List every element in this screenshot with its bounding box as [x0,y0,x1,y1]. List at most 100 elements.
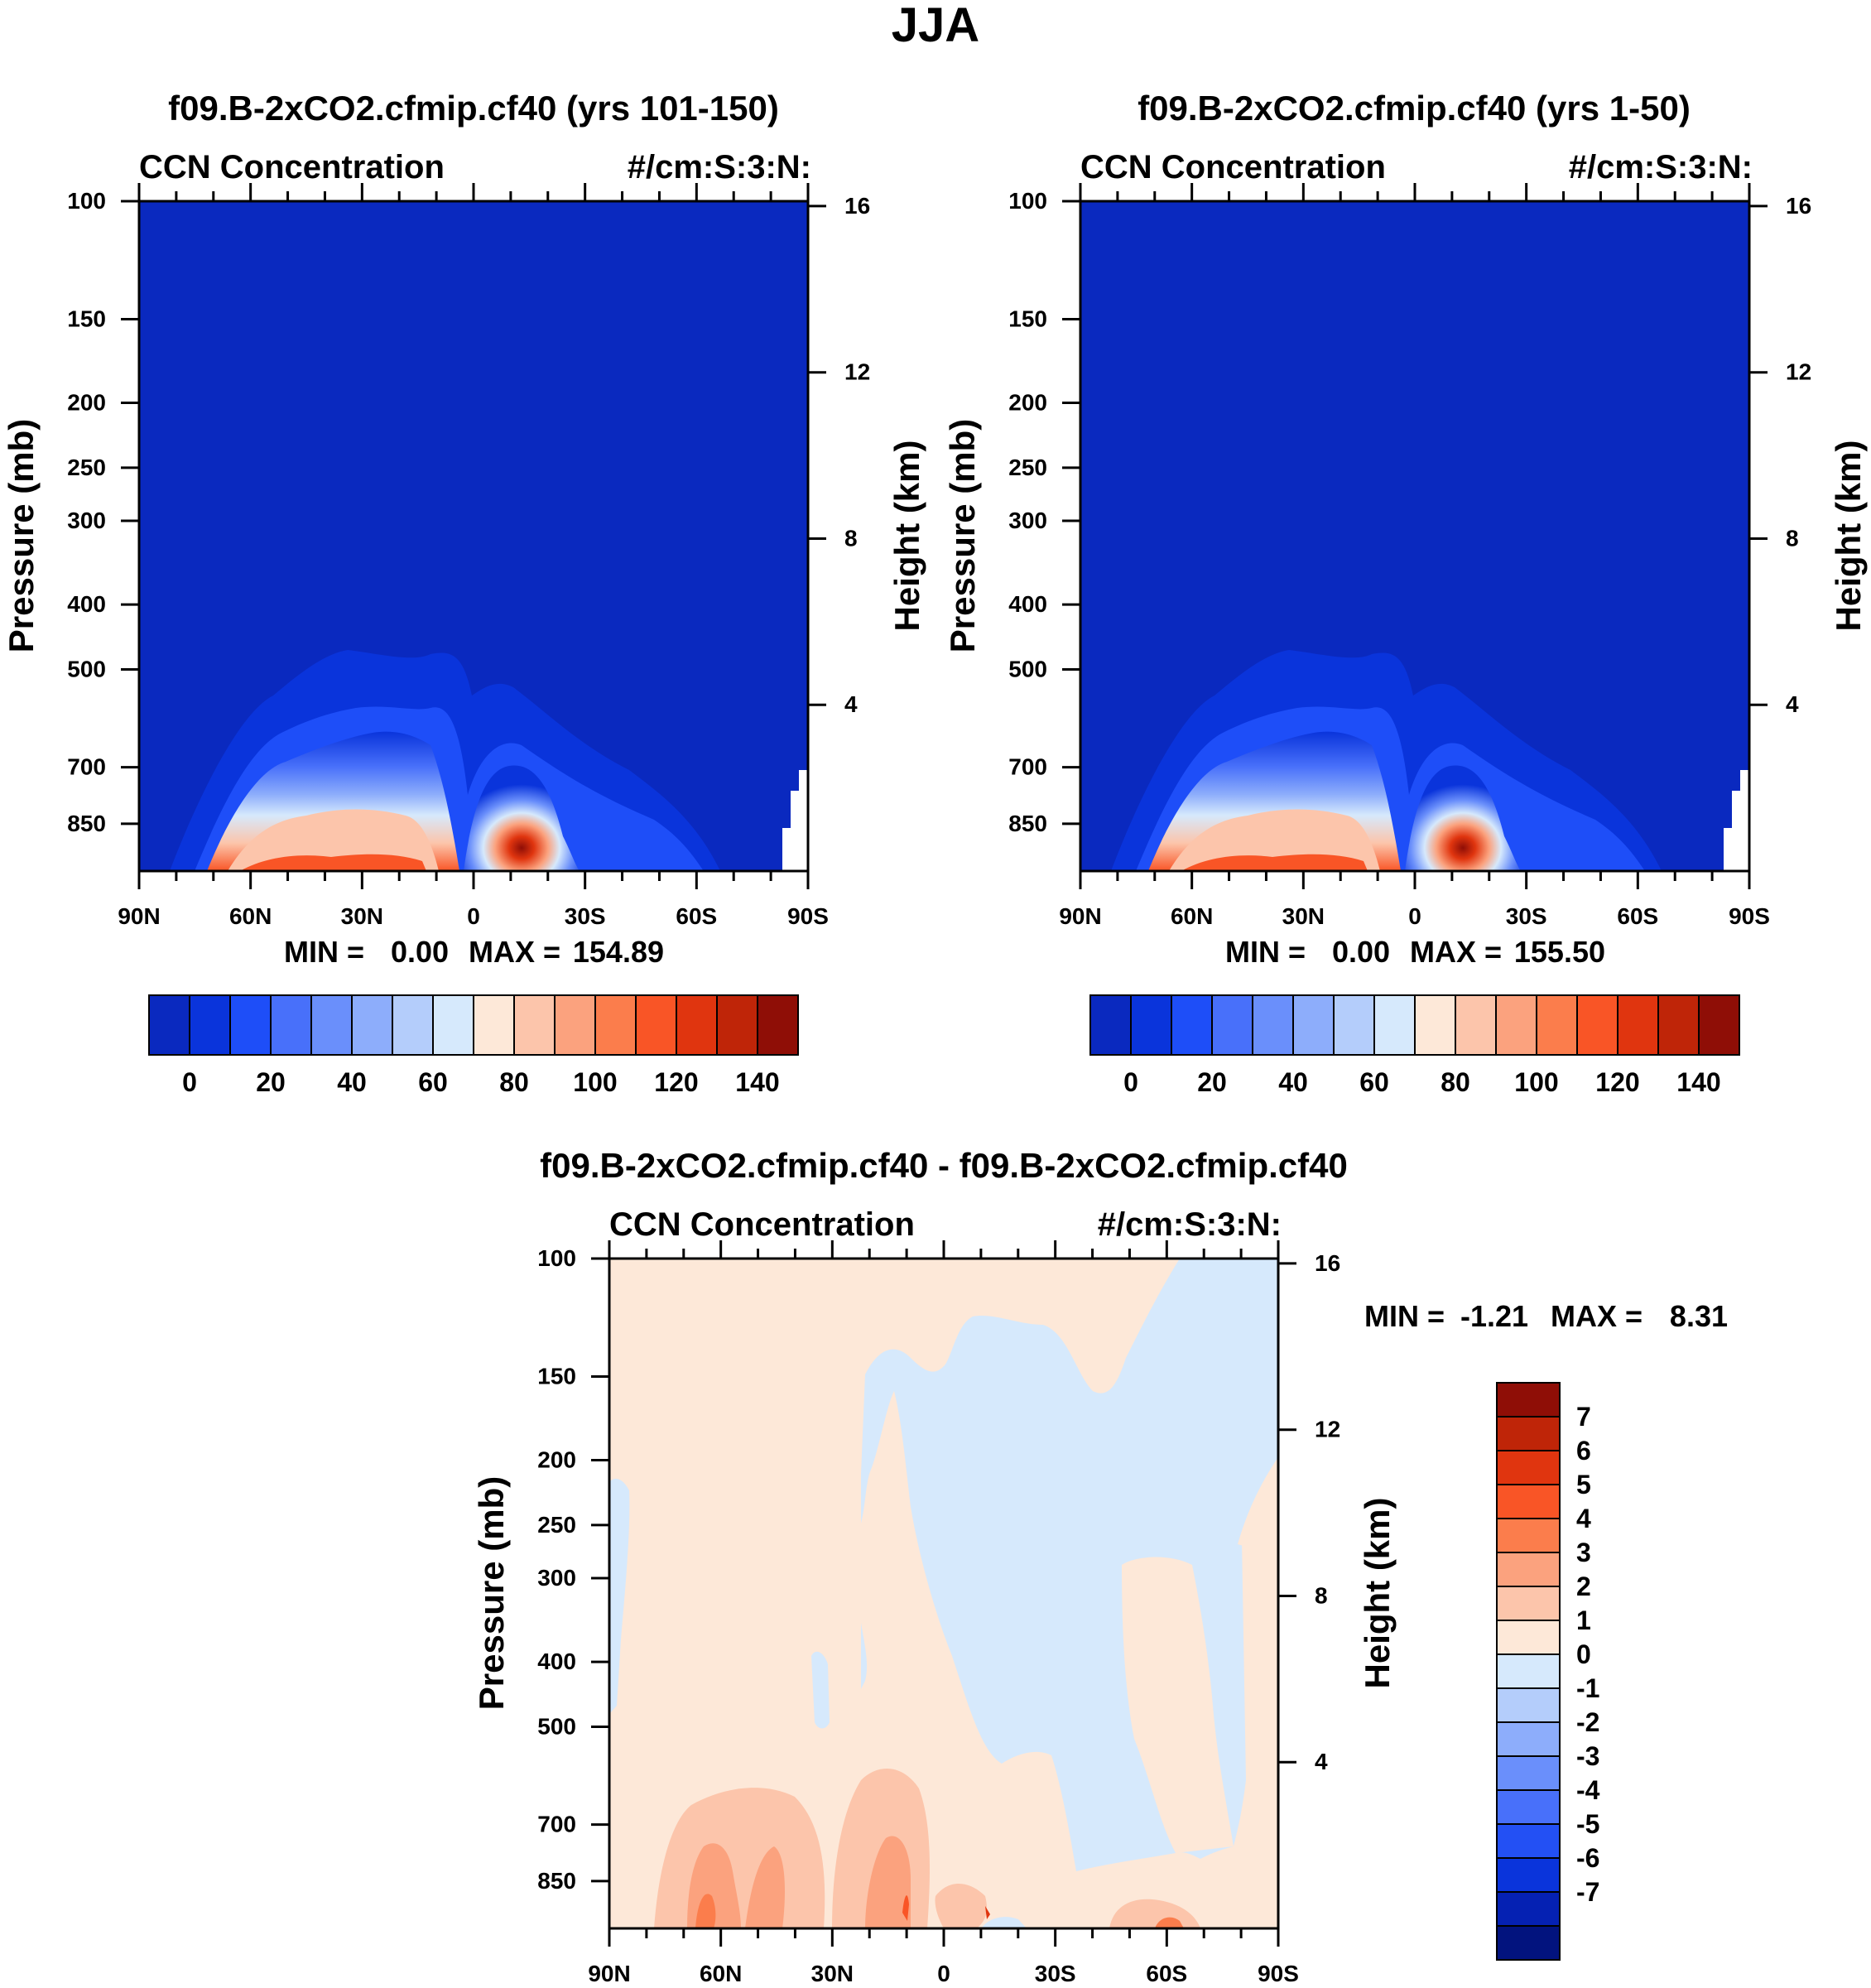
y-tick-label: 250 [67,455,106,480]
colorbar-bin [1496,1620,1561,1655]
x-tick-label: 90S [787,903,829,929]
colorbar-label: -5 [1576,1809,1599,1839]
colorbar-bin [1496,1450,1561,1485]
colorbar-bin [1130,994,1172,1056]
panel-2-min-value: 0.00 [1332,935,1390,969]
panel-2-left-subtitle: CCN Concentration [1080,149,1386,185]
colorbar-bin [1496,1755,1561,1791]
panel-1-right-subtitle: #/cm:S:3:N: [628,149,811,185]
panel-1-min-label: MIN = [284,935,364,969]
y-tick-label: 850 [1008,811,1047,836]
x-tick-label: 60S [676,903,717,929]
colorbar-bin [1617,994,1659,1056]
colorbar-bin [1089,994,1132,1056]
y-tick-label: 850 [537,1868,576,1894]
colorbar-bin [1496,1687,1561,1723]
colorbar-label: 100 [1514,1067,1558,1097]
y-tick-label: 150 [537,1363,576,1389]
colorbar-bin [1657,994,1700,1056]
x-tick-label: 90N [1059,903,1101,929]
height-tick-label: 16 [1786,193,1811,219]
colorbar-label: 120 [1595,1067,1639,1097]
colorbar-label: -3 [1576,1741,1599,1771]
height-tick-label: 12 [844,359,870,385]
y-tick-label: 200 [67,390,106,416]
y-tick-label: 700 [537,1812,576,1837]
y-tick-label: 150 [67,306,106,331]
x-tick-label: 90N [588,1961,630,1986]
colorbar-bin [1536,994,1578,1056]
colorbar-label: 0 [1576,1639,1591,1669]
y-tick-label: 250 [1008,455,1047,480]
colorbar-bin [1333,994,1375,1056]
colorbar-bin [270,994,312,1056]
y-tick-label: 500 [67,656,106,681]
panel-2-axes: 100 150 200 250 300 400 500 700 850 16 12 8 4 90N 60N 3… [1008,183,1811,929]
x-tick-label: 30N [341,903,383,929]
panel-2-right-subtitle: #/cm:S:3:N: [1569,149,1753,185]
x-tick-label: 30N [811,1961,854,1986]
y-tick-label: 150 [1008,306,1047,331]
y-tick-label: 300 [1008,508,1047,533]
colorbar-label: 60 [418,1067,448,1097]
colorbar-bin [1496,1891,1561,1927]
panel-1-max-label: MAX = [469,935,560,969]
y-tick-label: 850 [67,811,106,836]
colorbar-bin [229,994,272,1056]
panel-3-contour-field [609,1259,1278,1928]
colorbar-label: 6 [1576,1436,1591,1466]
x-tick-label: 0 [1408,903,1421,929]
panel-1: f09.B-2xCO2.cfmip.cf40 (yrs 101-150) CCN… [2,89,926,1097]
y-tick-label: 300 [537,1565,576,1591]
colorbar-label: 60 [1359,1067,1389,1097]
colorbar-label: 1 [1576,1605,1591,1635]
panel-1-title: f09.B-2xCO2.cfmip.cf40 (yrs 101-150) [168,89,779,128]
colorbar-label: 20 [256,1067,286,1097]
colorbar-bin [1496,1518,1561,1553]
colorbar-label: -6 [1576,1843,1599,1873]
colorbar-bin [1211,994,1253,1056]
colorbar-label: 40 [1278,1067,1308,1097]
colorbar-bin [432,994,474,1056]
panel-1-axes: 100 150 200 250 300 400 500 700 850 16 12 8 4 90N 60N 3… [67,183,870,929]
panel-1-left-subtitle: CCN Concentration [139,149,445,185]
colorbar-bin [676,994,718,1056]
colorbar-bin [1496,1586,1561,1621]
x-tick-label: 60N [229,903,272,929]
x-tick-label: 90N [118,903,160,929]
colorbar-bin [1496,1823,1561,1859]
colorbar-bin [716,994,758,1056]
panel-3-min-value: -1.21 [1460,1299,1528,1333]
height-tick-label: 4 [844,691,858,717]
colorbar-bin [1496,1721,1561,1757]
y-tick-label: 500 [1008,656,1047,681]
y-tick-label: 400 [1008,591,1047,617]
colorbar-bin [310,994,353,1056]
x-tick-label: 0 [467,903,480,929]
panel-1-ylabel: Pressure (mb) [2,419,41,652]
panel-3-colorbar: 7 6 5 4 3 2 1 0 -1 -2 -3 -4 -5 -6 -7 [1496,1382,1600,1961]
colorbar-label: 0 [1123,1067,1138,1097]
colorbar-label: 120 [654,1067,698,1097]
y-tick-label: 500 [537,1713,576,1739]
y-tick-label: 400 [537,1649,576,1674]
y-tick-label: 200 [1008,390,1047,416]
panel-3-right-subtitle: #/cm:S:3:N: [1098,1206,1282,1243]
y-tick-label: 100 [1008,188,1047,214]
colorbar-label: 40 [337,1067,367,1097]
height-tick-label: 12 [1786,359,1811,385]
colorbar-label: -4 [1576,1775,1600,1805]
x-tick-label: 60N [700,1961,742,1986]
panel-2: f09.B-2xCO2.cfmip.cf40 (yrs 1-50) CCN Co… [943,89,1868,1097]
y-tick-label: 700 [67,754,106,780]
colorbar-bin [473,994,515,1056]
panel-2-contour-field [1080,201,1749,871]
panel-1-max-value: 154.89 [573,935,664,969]
height-tick-label: 16 [1315,1250,1340,1276]
colorbar-label: 2 [1576,1572,1591,1601]
colorbar-label: 80 [499,1067,529,1097]
panel-3-max-value: 8.31 [1670,1299,1728,1333]
y-tick-label: 400 [67,591,106,617]
panel-2-max-label: MAX = [1410,935,1502,969]
y-tick-label: 100 [537,1245,576,1271]
